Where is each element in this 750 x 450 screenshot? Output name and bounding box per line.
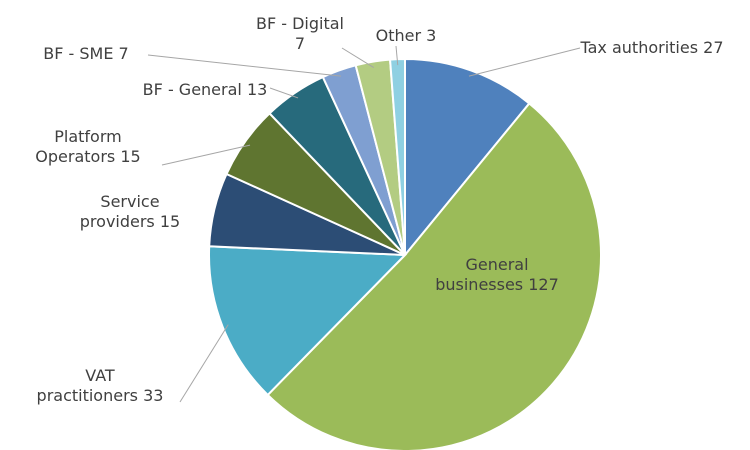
pie-slice	[404, 57, 531, 258]
slice-value: 3	[426, 26, 437, 45]
slice-label: BF - SME 7	[11, 44, 161, 64]
leader-line	[269, 87, 299, 99]
slice-value: 33	[143, 386, 164, 405]
slice-label: Platform Operators 15	[23, 127, 153, 167]
slice-value: 7	[294, 34, 306, 53]
slice-name: Platform Operators	[35, 127, 122, 166]
slice-name: General businesses	[435, 255, 529, 294]
pie-slice	[208, 245, 408, 397]
slice-label: VAT practitioners 33	[35, 366, 165, 406]
slice-value: 13	[246, 80, 268, 99]
leader-line	[468, 47, 581, 77]
leader-line	[395, 45, 399, 66]
slice-label: General businesses 127	[422, 255, 572, 295]
slice-value: 15	[159, 212, 181, 231]
slice-name: Tax authorities	[580, 38, 699, 57]
slice-label: BF - General 13	[140, 80, 270, 100]
leader-line	[147, 54, 342, 77]
slice-name: VAT practitioners	[36, 366, 138, 405]
leader-line	[161, 144, 251, 166]
slice-label: Tax authorities 27	[572, 38, 732, 58]
slice-name: BF - Digital	[255, 14, 344, 33]
slice-label: Service providers 15	[68, 192, 193, 232]
pie-slice	[266, 102, 602, 450]
slice-name: BF - SME	[43, 44, 114, 63]
leader-line	[179, 324, 229, 403]
slice-label: BF - Digital 7	[250, 14, 350, 54]
slice-value: 127	[528, 275, 559, 294]
slice-name: BF - General	[142, 80, 242, 99]
slice-name: Service providers	[79, 192, 160, 231]
slice-name: Other	[375, 26, 422, 45]
slice-value: 15	[120, 147, 141, 166]
slice-value: 7	[118, 44, 129, 63]
leader-line	[341, 47, 374, 69]
slice-label: Other 3	[366, 26, 446, 46]
slice-value: 27	[703, 38, 724, 57]
